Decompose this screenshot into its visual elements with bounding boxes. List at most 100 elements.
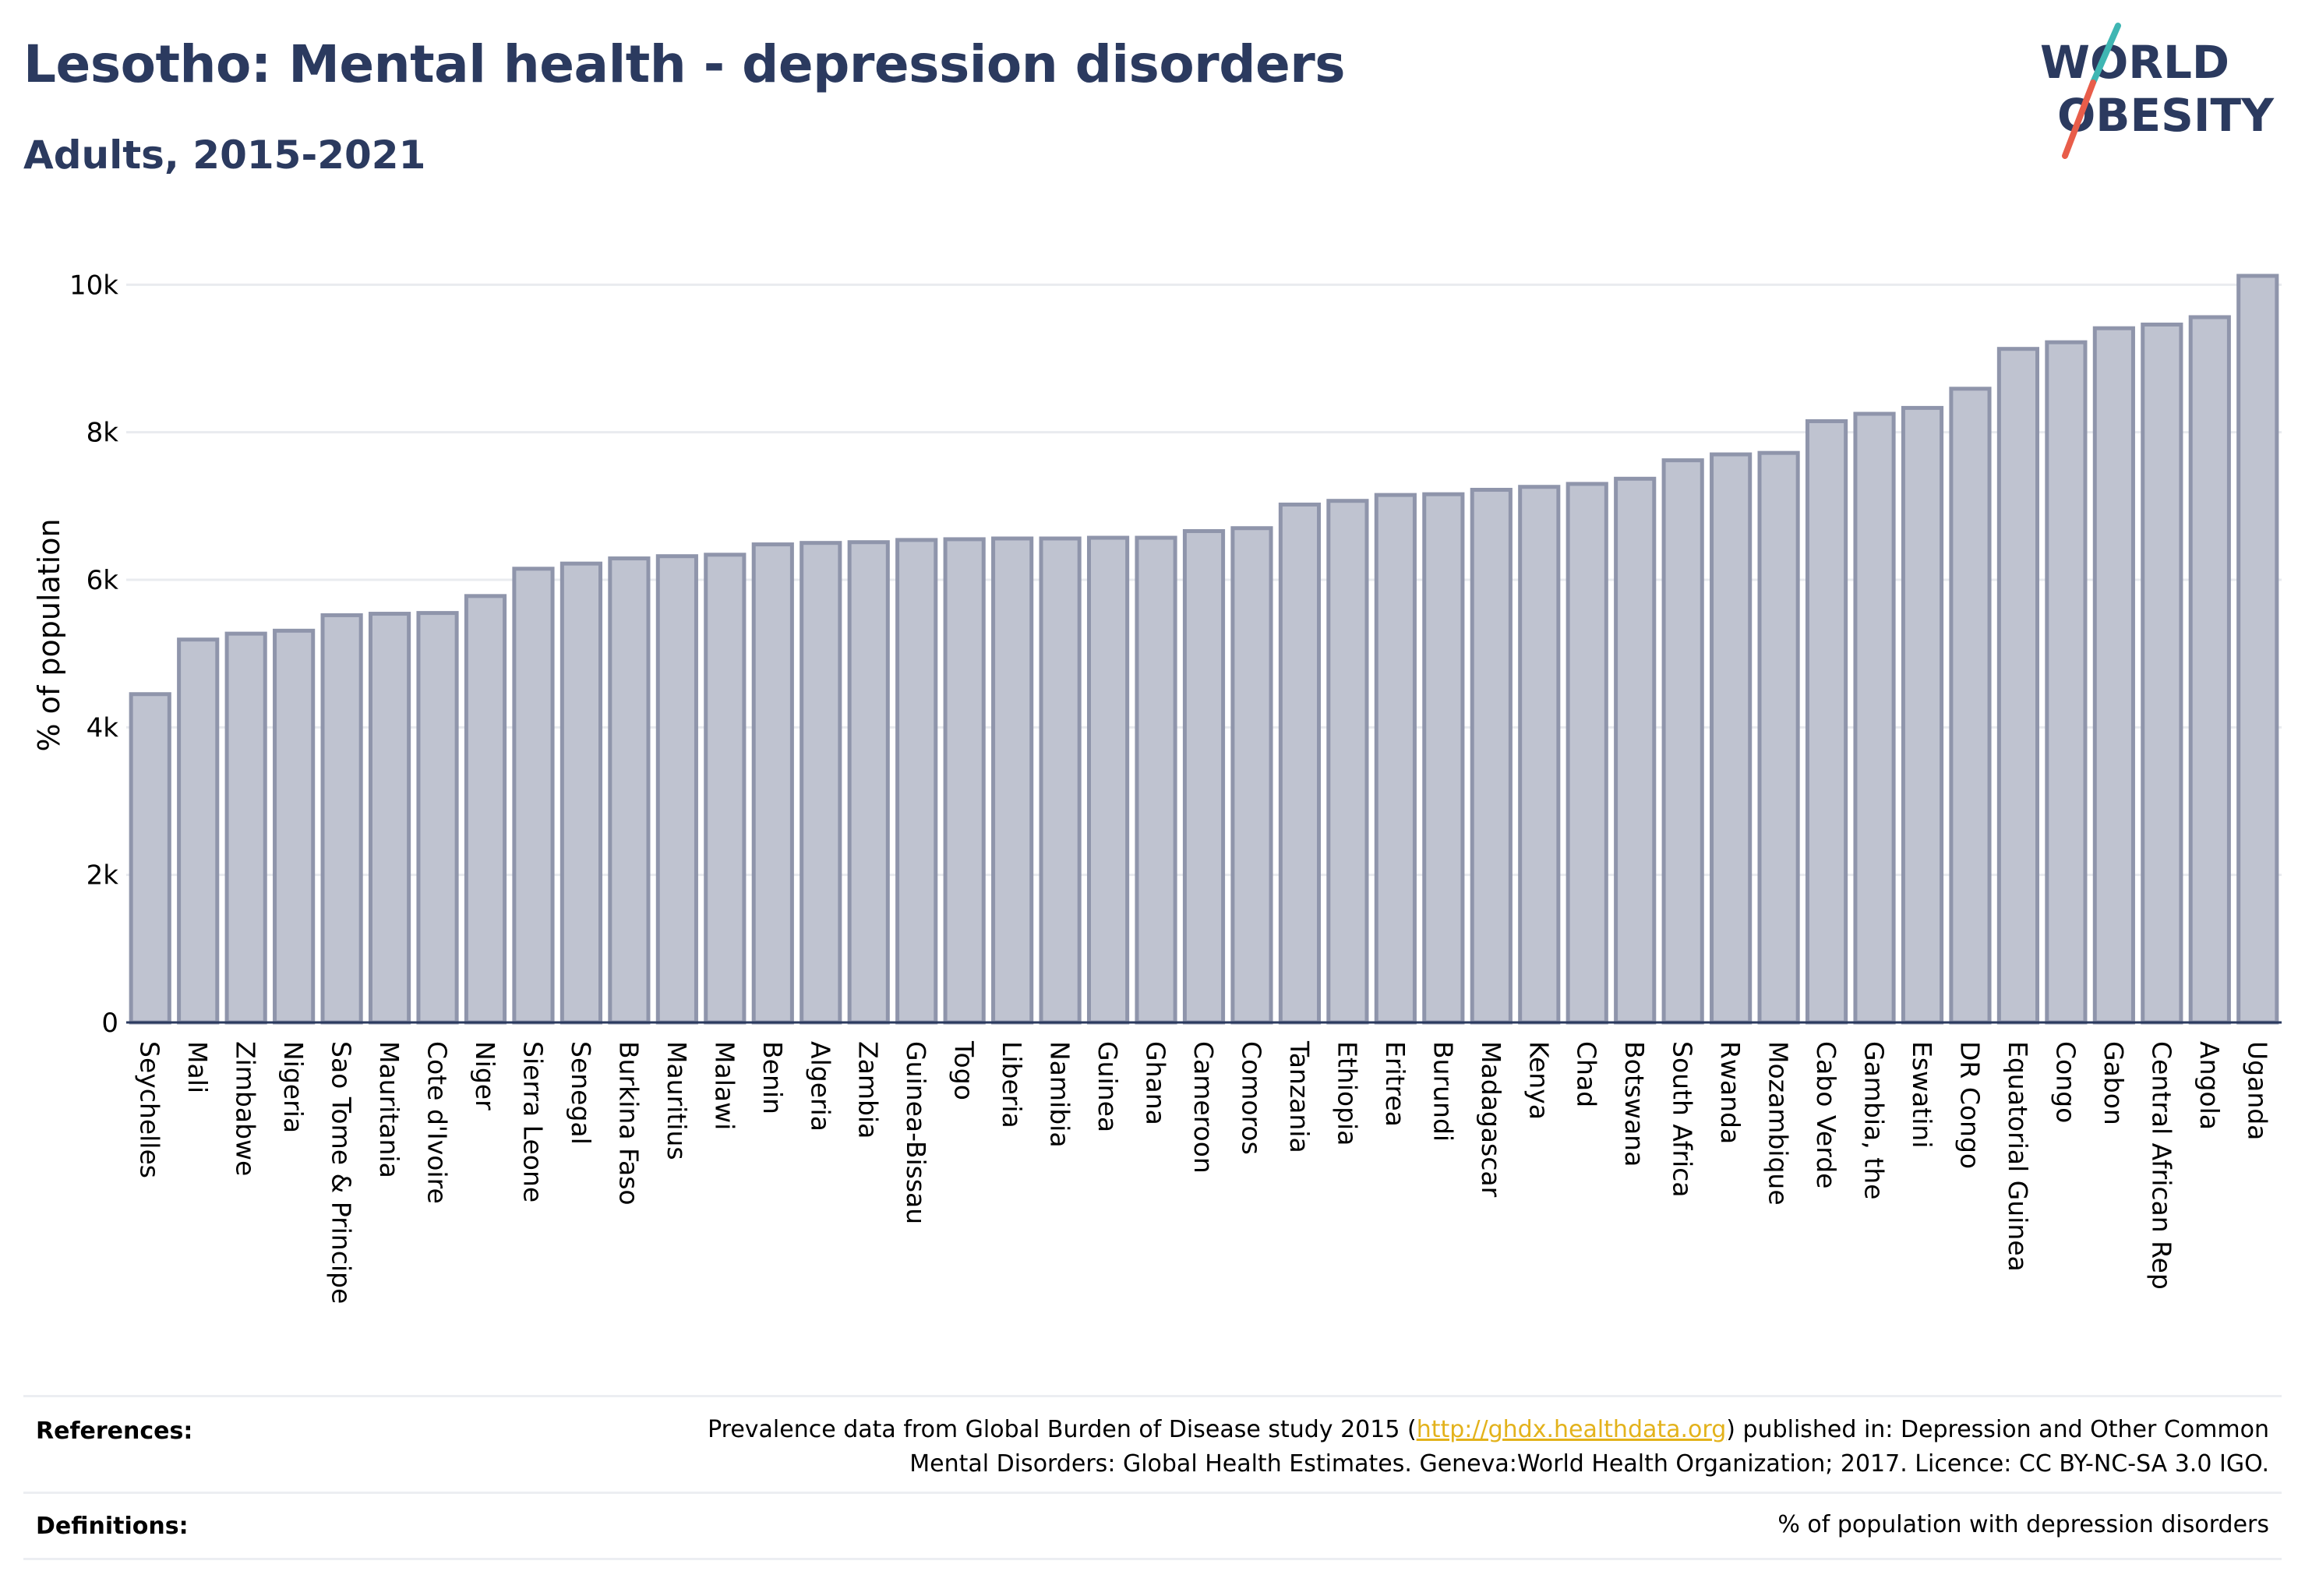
bar bbox=[177, 637, 220, 1025]
x-tick-label: Tanzania bbox=[1284, 1040, 1315, 1153]
logo-slash-bottom bbox=[2062, 79, 2096, 159]
x-tick-label: Liberia bbox=[997, 1041, 1027, 1128]
x-tick-label: Cameroon bbox=[1188, 1041, 1219, 1174]
bar bbox=[1470, 488, 1513, 1025]
bar bbox=[2141, 322, 2183, 1025]
x-tick-label: Senegal bbox=[566, 1041, 596, 1145]
bar bbox=[608, 556, 651, 1025]
x-tick-label: Zimbabwe bbox=[231, 1041, 261, 1176]
x-tick-label: Madagascar bbox=[1476, 1041, 1506, 1198]
bar bbox=[1710, 452, 1753, 1025]
definitions-section: Definitions: % of population with depres… bbox=[23, 1492, 2282, 1560]
definitions-text: % of population with depression disorder… bbox=[1777, 1511, 2269, 1538]
x-tick-label: Gabon bbox=[2099, 1041, 2129, 1125]
bar bbox=[1661, 458, 1704, 1025]
x-tick-label: Malawi bbox=[709, 1041, 740, 1130]
references-section: References: Prevalence data from Global … bbox=[23, 1395, 2282, 1492]
definitions-label: Definitions: bbox=[36, 1513, 189, 1540]
references-text-after: ) published in: Depression and Other Com… bbox=[1726, 1416, 2269, 1443]
x-tick-label: Equatorial Guinea bbox=[2003, 1041, 2033, 1272]
bar bbox=[800, 541, 842, 1025]
references-link[interactable]: http://ghdx.healthdata.org bbox=[1416, 1416, 1727, 1443]
x-tick-label: DR Congo bbox=[1954, 1041, 1985, 1169]
x-tick-label: Togo bbox=[949, 1040, 980, 1100]
bar bbox=[1614, 476, 1657, 1025]
bar bbox=[1853, 411, 1896, 1025]
references-text-before: Prevalence data from Global Burden of Di… bbox=[708, 1416, 1417, 1443]
x-tick-label: Mauritius bbox=[662, 1041, 692, 1160]
x-tick-label: Sierra Leone bbox=[517, 1041, 548, 1202]
bar bbox=[1901, 405, 1944, 1025]
x-tick-label: Nigeria bbox=[278, 1041, 309, 1133]
x-tick-label: Kenya bbox=[1523, 1041, 1554, 1120]
x-tick-label: Botswana bbox=[1619, 1041, 1650, 1167]
x-tick-label: Sao Tome & Principe bbox=[327, 1041, 357, 1304]
bar bbox=[1278, 502, 1322, 1025]
x-tick-label: Uganda bbox=[2242, 1041, 2272, 1140]
chart-title: Lesotho: Mental health - depression diso… bbox=[23, 34, 1346, 94]
x-tick-label: Chad bbox=[1572, 1041, 1602, 1107]
references-line2: Mental Disorders: Global Health Estimate… bbox=[909, 1450, 2269, 1478]
bar bbox=[273, 628, 316, 1025]
bar bbox=[129, 692, 171, 1025]
y-tick-label: 8k bbox=[86, 418, 119, 449]
bar bbox=[1039, 536, 1082, 1025]
y-axis-title: % of population bbox=[32, 518, 66, 751]
logo-line2: OBESITY bbox=[2057, 89, 2275, 142]
x-tick-label: Guinea-Bissau bbox=[901, 1041, 931, 1224]
bar bbox=[1805, 418, 1848, 1025]
logo-line1: WORLD bbox=[2040, 36, 2229, 89]
bar bbox=[1565, 482, 1608, 1025]
bar bbox=[320, 613, 363, 1025]
x-tick-label: Rwanda bbox=[1715, 1041, 1746, 1144]
bar bbox=[2045, 340, 2088, 1025]
x-tick-label: Comoros bbox=[1236, 1041, 1266, 1155]
x-tick-label: Mozambique bbox=[1763, 1041, 1794, 1206]
bar bbox=[224, 631, 267, 1025]
bar bbox=[943, 537, 986, 1025]
bar bbox=[847, 540, 890, 1025]
x-tick-label: Ghana bbox=[1141, 1041, 1171, 1125]
references-label: References: bbox=[36, 1418, 193, 1445]
bar bbox=[704, 553, 747, 1025]
bar bbox=[751, 542, 794, 1025]
references-text: Prevalence data from Global Burden of Di… bbox=[708, 1413, 2269, 1481]
y-tick-label: 2k bbox=[86, 860, 119, 892]
y-tick-label: 6k bbox=[86, 565, 119, 596]
bar bbox=[895, 538, 938, 1025]
logo-slash-top bbox=[2090, 23, 2121, 86]
bar bbox=[1230, 526, 1273, 1025]
x-tick-label: Zambia bbox=[853, 1041, 884, 1139]
x-tick-label: Mauritania bbox=[374, 1041, 404, 1178]
bar bbox=[1757, 450, 1800, 1025]
bar bbox=[416, 611, 459, 1025]
x-tick-label: Burundi bbox=[1428, 1041, 1458, 1142]
bar bbox=[991, 536, 1034, 1025]
x-tick-label: Cabo Verde bbox=[1811, 1041, 1841, 1188]
bar bbox=[1518, 485, 1561, 1025]
x-tick-label: Algeria bbox=[805, 1041, 835, 1132]
y-tick-label: 0 bbox=[101, 1008, 118, 1039]
x-tick-label: Angola bbox=[2194, 1041, 2225, 1130]
x-tick-label: Benin bbox=[757, 1041, 788, 1114]
bar bbox=[2092, 326, 2135, 1025]
x-tick-label: Eritrea bbox=[1380, 1041, 1410, 1127]
bar bbox=[512, 567, 555, 1025]
chart-subtitle: Adults, 2015-2021 bbox=[23, 132, 426, 178]
bar bbox=[1422, 492, 1465, 1025]
bar bbox=[1135, 535, 1177, 1025]
x-tick-label: South Africa bbox=[1668, 1041, 1698, 1198]
x-tick-label: Gambia, the bbox=[1859, 1041, 1890, 1199]
x-tick-label: Central African Rep bbox=[2146, 1041, 2176, 1290]
x-tick-label: Guinea bbox=[1092, 1041, 1123, 1132]
bar bbox=[2188, 315, 2231, 1025]
bar bbox=[1374, 493, 1417, 1025]
bar bbox=[464, 594, 507, 1025]
bar bbox=[1949, 387, 1992, 1025]
x-tick-label: Cote d'Ivoire bbox=[422, 1041, 453, 1204]
y-tick-label: 10k bbox=[69, 270, 118, 301]
x-tick-label: Ethiopia bbox=[1332, 1041, 1362, 1146]
x-tick-label: Niger bbox=[470, 1041, 500, 1110]
bar bbox=[2236, 274, 2279, 1025]
y-tick-label: 4k bbox=[86, 712, 119, 743]
